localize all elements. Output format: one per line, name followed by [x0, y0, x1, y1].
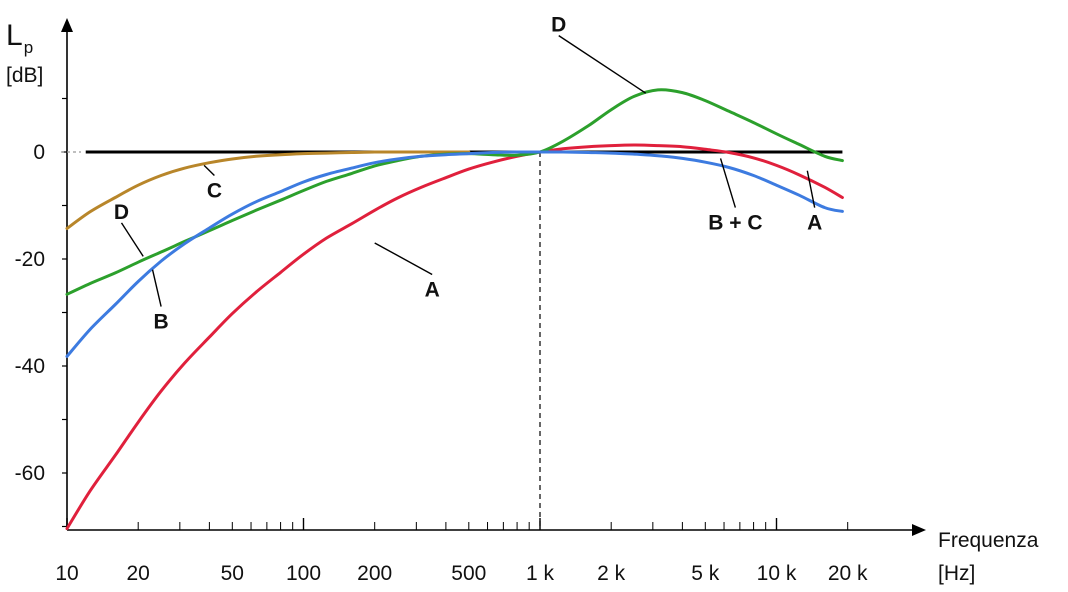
- curve-label-b: B: [154, 311, 169, 334]
- curve-label-b: B + C: [708, 212, 762, 235]
- label-leader-d: [120, 222, 144, 257]
- label-leader-c: [203, 164, 215, 176]
- y-axis-title-main: L: [6, 19, 23, 52]
- label-leader-a: [374, 242, 433, 276]
- x-axis-arrow: [912, 524, 926, 536]
- y-axis-unit: [dB]: [6, 64, 43, 87]
- y-tick-label: -40: [15, 355, 45, 378]
- x-tick-label: 2 k: [597, 562, 626, 585]
- reference-lines: [85, 150, 843, 530]
- x-tick-label: 100: [286, 562, 321, 585]
- y-axis-arrow: [61, 18, 73, 32]
- x-tick-label: 1 k: [526, 562, 555, 585]
- curve-label-a: A: [807, 212, 822, 235]
- y-tick-label: -60: [15, 462, 45, 485]
- weighting-curves: [65, 88, 844, 531]
- x-tick-label: 500: [451, 562, 486, 585]
- y-axis-title-subscript: p: [24, 38, 33, 57]
- x-tick-label: 10 k: [757, 562, 797, 585]
- label-leader-b: [719, 158, 737, 208]
- x-tick-label: 50: [221, 562, 244, 585]
- curve-labels: A B C D D B + C A: [114, 14, 822, 334]
- x-axis-title: Frequenza: [938, 529, 1039, 552]
- label-leader-d: [558, 35, 647, 94]
- x-tick-label: 5 k: [691, 562, 720, 585]
- x-tick-label: 200: [357, 562, 392, 585]
- x-tick-label: 20 k: [828, 562, 868, 585]
- y-axis-title: Lp: [6, 19, 33, 57]
- curve-label-d: D: [551, 14, 566, 37]
- x-tick-label: 20: [127, 562, 150, 585]
- y-tick-label: 0: [33, 141, 45, 164]
- label-leader-a: [806, 170, 816, 208]
- curve-a: [65, 143, 844, 531]
- x-tick-label: 10: [55, 562, 78, 585]
- curve-label-c: C: [207, 179, 222, 202]
- curve-label-d: D: [114, 201, 129, 224]
- curve-b: [65, 150, 844, 358]
- y-tick-label: -20: [15, 248, 45, 271]
- curve-c: [65, 150, 471, 230]
- axes: 0 -20 -40 -60 10 20 50 100 200 500 1 k 2 k 5 k 10 k 20…: [15, 18, 926, 585]
- x-axis-unit: [Hz]: [938, 562, 975, 585]
- curve-d: [65, 88, 844, 296]
- curve-label-a: A: [425, 278, 440, 301]
- label-leader-b: [151, 269, 162, 307]
